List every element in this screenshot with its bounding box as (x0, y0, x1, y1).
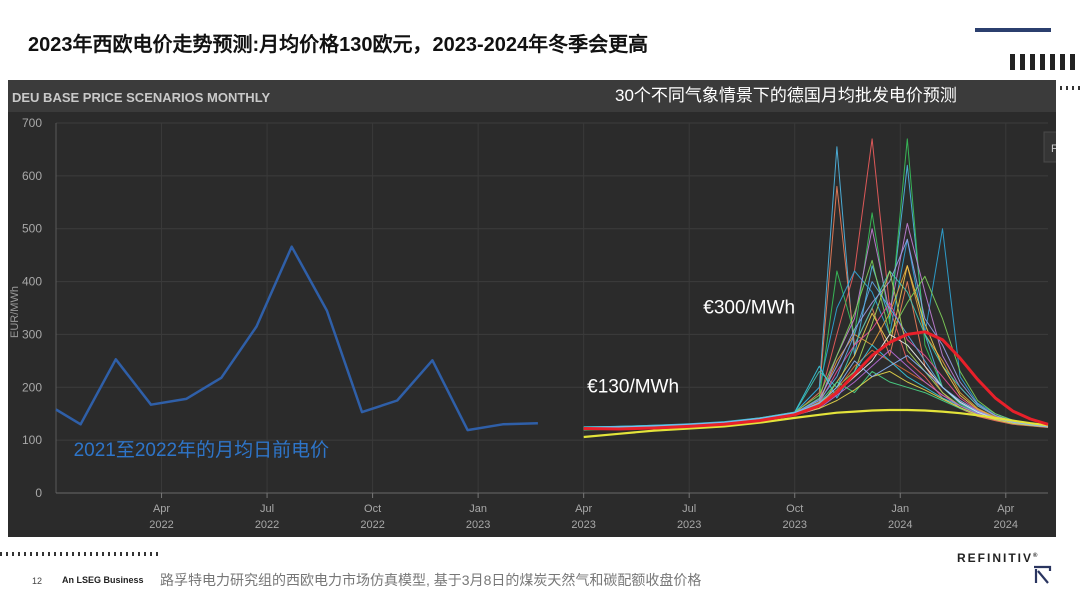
x-tick-label-year: 2022 (149, 519, 173, 531)
x-tick-label-year: 2023 (782, 519, 806, 531)
x-tick-label-month: Apr (153, 503, 170, 515)
x-tick-label-month: Jul (682, 503, 696, 515)
x-tick-label-year: 2022 (255, 519, 279, 531)
chart-annotation: €300/MWh (703, 297, 795, 318)
y-tick-label: 500 (22, 222, 42, 236)
y-tick-label: 300 (22, 327, 42, 341)
x-tick-label-year: 2022 (360, 519, 384, 531)
y-tick-label: 400 (22, 275, 42, 289)
x-tick-label-year: 2024 (994, 519, 1018, 531)
refinitiv-logo-icon (1034, 565, 1052, 584)
x-tick-label-year: 2023 (466, 519, 490, 531)
historical-price-line (55, 245, 538, 432)
price-scenario-chart: DEU BASE PRICE SCENARIOS MONTHLY 30个不同气象… (9, 86, 1056, 531)
scenario-line (583, 355, 1049, 428)
y-axis-label: EUR/MWh (9, 286, 21, 338)
scenario-line (583, 330, 1049, 431)
y-tick-label: 700 (22, 116, 42, 130)
chart-title: DEU BASE PRICE SCENARIOS MONTHLY (12, 90, 270, 105)
x-tick-label-month: Jan (469, 503, 487, 515)
x-tick-label-month: Jan (891, 503, 909, 515)
slide-title: 2023年西欧电价走势预测:月均价格130欧元，2023-2024年冬季会更高 (28, 34, 649, 56)
footer-note: 路孚特电力研究组的西欧电力市场仿真模型, 基于3月8日的煤炭天然气和碳配额收盘价… (160, 572, 702, 588)
x-tick-label-month: Apr (997, 503, 1014, 515)
chart-annotation: 2021至2022年的月均日前电价 (74, 439, 330, 461)
decorative-dots-left (0, 552, 158, 556)
brand-registered: ® (1033, 553, 1038, 559)
brand-name: REFINITIV® (957, 551, 1037, 565)
y-tick-label: 200 (22, 380, 42, 394)
page-number: 12 (32, 576, 43, 586)
x-tick-label-year: 2023 (571, 519, 595, 531)
y-tick-label: 600 (22, 169, 42, 183)
x-tick-label-month: Oct (364, 503, 381, 515)
x-tick-label-month: Apr (575, 503, 592, 515)
brand-text: REFINITIV (957, 551, 1034, 565)
x-tick-label-year: 2024 (888, 519, 912, 531)
x-tick-label-month: Oct (786, 503, 803, 515)
scenario-line (583, 408, 1049, 439)
decorative-dash-bars (1010, 54, 1080, 70)
decorative-rule (975, 28, 1051, 32)
footer-business: An LSEG Business (62, 575, 144, 585)
legend-hint: F (1051, 143, 1056, 155)
legend-box (1043, 131, 1056, 163)
y-tick-label: 0 (35, 486, 42, 500)
x-tick-label-year: 2023 (677, 519, 701, 531)
chart-subtitle: 30个不同气象情景下的德国月均批发电价预测 (615, 86, 957, 105)
chart-panel: DEU BASE PRICE SCENARIOS MONTHLY 30个不同气象… (8, 80, 1056, 537)
x-tick-label-month: Jul (260, 503, 274, 515)
chart-header-bar (8, 80, 1056, 112)
y-tick-label: 100 (22, 433, 42, 447)
chart-annotation: €130/MWh (587, 377, 679, 398)
